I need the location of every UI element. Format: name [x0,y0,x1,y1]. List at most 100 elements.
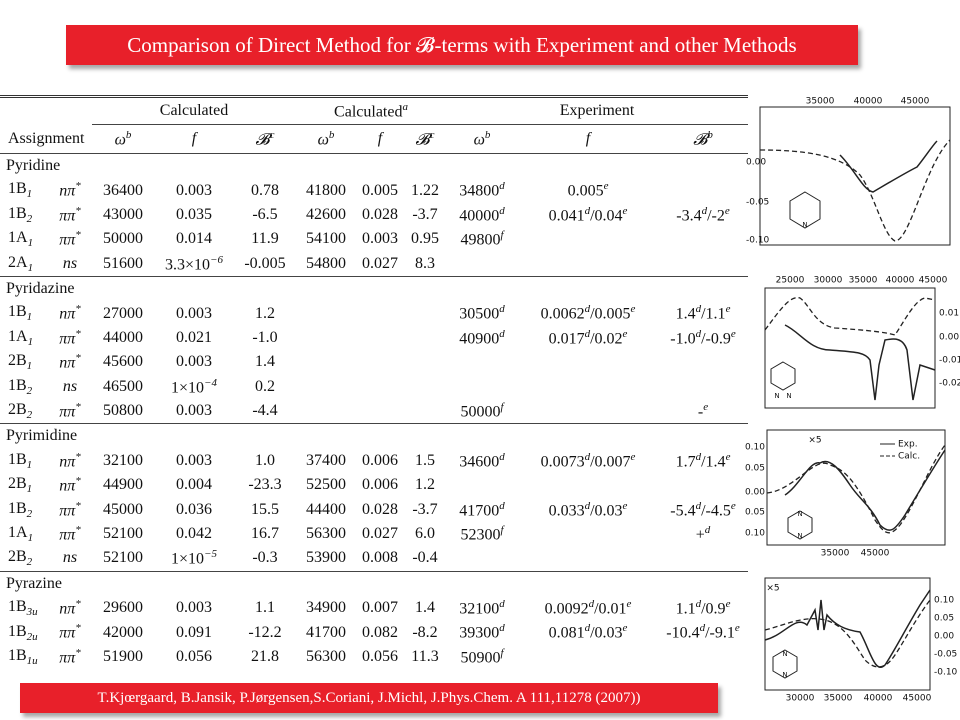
x-tick-label: 35000 [849,276,878,286]
cell-text: 1B [8,598,27,616]
cell-text: 50000 [103,230,143,248]
table-cell: ππ* [48,326,92,350]
cell-text: 0.028 [362,205,398,223]
table-cell: 1.0 [234,449,296,473]
subscript: 1 [27,237,34,250]
table-cell: 54800 [296,252,356,277]
spectrum-plot: 25000 30000 35000 40000 45000 0.01 0.00 -0.01 -0… [764,276,960,409]
section-row: Pyridazine [0,275,749,302]
cell-text: 1.0 [255,451,275,469]
cell-text: 54800 [306,254,346,272]
table-cell: 0.027 [356,252,404,277]
table-cell: 1.4 [234,350,296,374]
table-cell: 2B2 [0,546,48,571]
table-cell: 1.22 [404,178,446,202]
y-tick-label: 0.00 [746,158,766,168]
cell-text: 51600 [103,254,143,272]
cell-text: ππ [59,403,76,421]
superscript: e [725,450,731,463]
data-row: 2A1 ns 51600 3.3×10−6 -0.005 54800 0.027 8.3 [0,252,748,277]
cell-text: 1B [8,376,27,394]
cell-text: 1A [8,327,28,345]
table-cell: 30500d [446,301,518,325]
cell-text: 0.003 [362,230,398,248]
cell-text: ππ [59,526,76,544]
table-cell [356,301,404,325]
cell-text: Calculated [159,102,229,119]
legend-label: Exp. [898,440,918,450]
cell-text: 0.003 [176,181,212,199]
cell-text: 53900 [306,549,346,567]
cell-text: 0.004 [176,476,212,494]
superscript: * [75,352,81,365]
column-header: f [154,125,234,154]
table-cell: 56300 [296,522,356,546]
cell-text: 0.95 [411,230,439,248]
table-cell [518,522,658,546]
table-cell [518,399,658,424]
cell-text: 30500 [459,305,500,323]
superscript: −4 [204,376,217,389]
cell-text: 0.0062 [540,305,585,323]
table-cell: ππ* [48,522,92,546]
table-cell: 0.006 [356,449,404,473]
cell-text: 32100 [459,600,500,618]
superscript: d [499,499,505,512]
cell-text: 0.005 [362,181,398,199]
table-cell: 1.4d/1.1e [658,301,748,325]
cell-text: /0.005 [590,305,631,323]
cell-text: 0.78 [251,181,279,199]
section-row: Pyridine [0,153,749,179]
cell-text: 1.4 [415,599,435,617]
cell-text: -12.2 [248,623,282,641]
superscript: * [75,646,81,659]
table-cell: 1.2 [404,473,446,497]
cell-text: 41700 [459,501,500,519]
table-cell: 0.036 [154,497,234,521]
cell-text: 1.4 [675,305,696,323]
table-cell: 0.017d/0.02e [518,326,658,350]
table-cell: 1B1 [0,449,48,473]
y-tick-label: 0.10 [934,596,954,606]
table-cell: 2A1 [0,252,48,277]
cell-text: 1B [8,204,27,222]
data-row: 1B2u ππ* 42000 0.091 -12.2 41700 0.082 -8.2 3930… [0,620,748,644]
subscript: 2 [26,409,33,422]
cell-text: 42000 [103,623,143,641]
empty-cell [0,97,92,125]
data-row: 1B2 ππ* 45000 0.036 15.5 44400 0.028 -3.7 41700d… [0,497,748,521]
cell-text: 1B [8,450,27,468]
y-tick-label: -0.10 [746,236,770,246]
column-header: 𝓑b [658,125,748,154]
table-cell: 0.003 [154,178,234,202]
table-cell: 0.014 [154,227,234,251]
cell-text: 49800 [460,231,501,249]
cell-text: + [695,526,705,544]
cell-text: nπ [59,305,76,323]
table-cell: 40000d [446,203,518,227]
cell-text: 1B [8,646,27,664]
atom-label: N [786,392,791,400]
table-cell [518,645,658,669]
table-cell [658,227,748,251]
table-cell: 21.8 [234,645,296,669]
table-cell: -4.4 [234,399,296,424]
superscript: d [704,523,711,536]
superscript: d [499,303,505,316]
table-cell [446,375,518,399]
table-cell [658,350,748,374]
table-cell [658,645,748,669]
y-tick-label: 0.00 [934,632,954,642]
superscript: e [730,499,736,512]
column-header: 𝓑c [234,125,296,154]
cell-text: 56300 [306,525,346,543]
superscript: f [500,523,504,536]
cell-text: 1A [8,229,28,247]
table-cell: -8.2 [404,620,446,644]
superscript: d [695,303,702,316]
table-cell: 37400 [296,449,356,473]
cell-text: -1.0 [252,328,278,346]
table-cell: 0.082 [356,620,404,644]
superscript: f [500,646,504,659]
cell-text: f [191,130,197,147]
